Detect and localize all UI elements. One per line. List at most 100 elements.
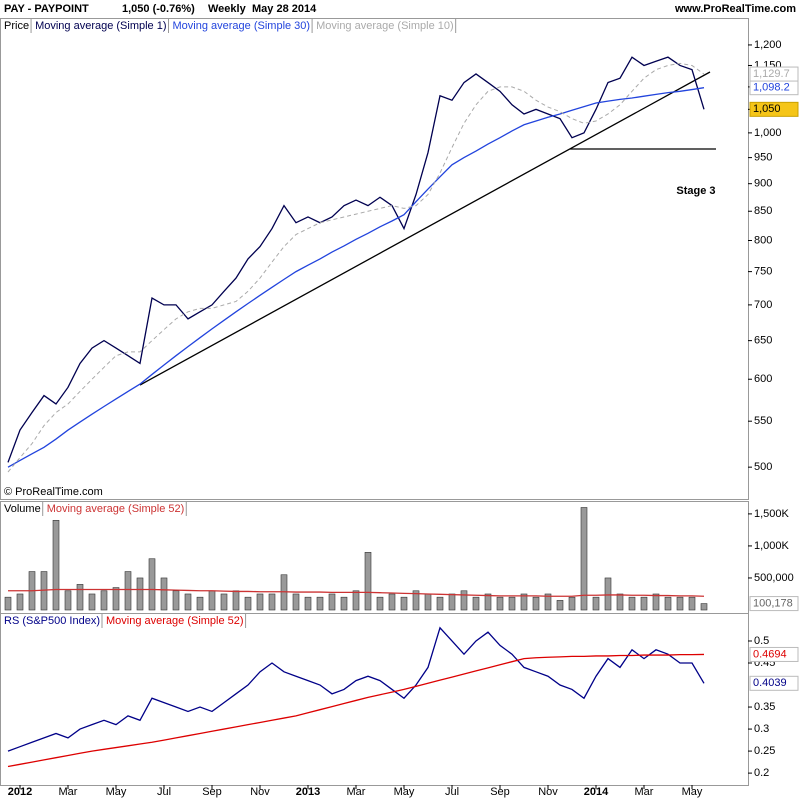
volume-bar: [664, 596, 672, 611]
volume-bar: [124, 571, 132, 611]
y-tick-label: 500,000: [754, 572, 794, 584]
volume-bar: [328, 593, 336, 611]
volume-bar: [76, 584, 84, 611]
volume-bar: [112, 587, 120, 611]
x-tick-label: 2014: [584, 786, 609, 798]
x-tick-label: Jul: [445, 786, 459, 798]
volume-bar: [196, 596, 204, 611]
volume-bar: [400, 596, 408, 611]
rs-panel: [0, 613, 749, 786]
y-tick-label: 0.2: [754, 767, 769, 779]
series-line: [8, 588, 705, 597]
volume-bar: [232, 590, 240, 611]
y-tick-label: 0.35: [754, 701, 775, 713]
volume-bar: [544, 593, 552, 611]
volume-bar: [532, 596, 540, 611]
volume-bar: [616, 593, 624, 611]
y-tick-label: 950: [754, 152, 772, 164]
volume-bar: [184, 593, 192, 611]
last-value-label: 0.4039: [753, 677, 787, 689]
volume-bar: [16, 593, 24, 611]
x-tick-label: May: [106, 786, 127, 798]
legend-entry: Moving average (Simple 30): [173, 20, 311, 32]
x-tick-label: Mar: [347, 786, 366, 798]
volume-bar: [556, 600, 564, 611]
period: Weekly: [208, 3, 247, 15]
volume-bar: [412, 590, 420, 611]
volume-bar: [436, 596, 444, 611]
volume-bar: [388, 593, 396, 611]
volume-bar: [460, 590, 468, 611]
volume-bar: [148, 558, 156, 611]
legend-entry: RS (S&P500 Index): [4, 615, 100, 627]
volume-bar: [340, 596, 348, 611]
legend-entry: Moving average (Simple 10): [316, 20, 454, 32]
x-tick-label: Mar: [59, 786, 78, 798]
legend-entry: Moving average (Simple 1): [35, 20, 166, 32]
x-tick-label: May: [394, 786, 415, 798]
x-tick-label: Nov: [250, 786, 270, 798]
last-value-label: 1,129.7: [753, 68, 790, 80]
quote: 1,050 (-0.76%): [122, 3, 195, 15]
volume-bar: [136, 577, 144, 611]
series-line: [7, 56, 705, 463]
legend-entry: Price: [4, 20, 29, 32]
volume-bar: [484, 593, 492, 611]
y-tick-label: 900: [754, 178, 772, 190]
last-value-label: 100,178: [753, 597, 793, 609]
volume-bar: [568, 596, 576, 611]
volume-bar: [64, 590, 72, 611]
volume-bar: [316, 596, 324, 611]
legend-entry: Volume: [4, 503, 41, 515]
volume-bar: [88, 593, 96, 611]
volume-bar: [688, 596, 696, 611]
site: www.ProRealTime.com: [674, 3, 796, 15]
trend-line: [139, 71, 711, 386]
volume-bar: [352, 590, 360, 611]
series-line: [7, 653, 705, 768]
x-tick-label: Jul: [157, 786, 171, 798]
y-tick-label: 1,000: [754, 127, 782, 139]
series-line: [7, 87, 705, 468]
y-tick-label: 0.25: [754, 745, 775, 757]
y-tick-label: 850: [754, 205, 772, 217]
volume-bar: [364, 552, 372, 611]
volume-bar: [4, 596, 12, 611]
volume-bar: [208, 590, 216, 611]
volume-bar: [508, 596, 516, 611]
volume-bar: [700, 603, 708, 611]
volume-bar: [580, 507, 588, 611]
y-tick-label: 1,000K: [754, 540, 790, 552]
volume-bar: [376, 596, 384, 611]
y-tick-label: 550: [754, 415, 772, 427]
last-value-box: [749, 646, 799, 662]
y-tick-label: 600: [754, 373, 772, 385]
volume-bar: [520, 593, 528, 611]
volume-bar: [304, 596, 312, 611]
volume-bar: [220, 593, 228, 611]
last-value-label: 1,050: [753, 103, 781, 115]
x-tick-label: Sep: [490, 786, 510, 798]
y-tick-label: 0.3: [754, 723, 769, 735]
volume-bar: [448, 593, 456, 611]
last-value-label: 1,098.2: [753, 82, 790, 94]
volume-bar: [292, 593, 300, 611]
series-line: [7, 626, 705, 752]
volume-bar: [604, 577, 612, 611]
legend-entry: Moving average (Simple 52): [47, 503, 185, 515]
last-value-label: 0.4694: [753, 648, 787, 660]
copyright: © ProRealTime.com: [4, 486, 103, 498]
legend-entry: Moving average (Simple 52): [106, 615, 244, 627]
date: May 28 2014: [252, 3, 317, 15]
last-value-box: [749, 101, 799, 117]
y-tick-label: 700: [754, 299, 772, 311]
volume-bar: [268, 593, 276, 611]
x-tick-label: Mar: [635, 786, 654, 798]
x-tick-label: Nov: [538, 786, 558, 798]
volume-bar: [628, 596, 636, 611]
volume-bar: [256, 593, 264, 611]
volume-bar: [424, 593, 432, 611]
volume-bar: [592, 596, 600, 611]
symbol: PAY - PAYPOINT: [4, 3, 89, 15]
volume-bar: [100, 590, 108, 611]
